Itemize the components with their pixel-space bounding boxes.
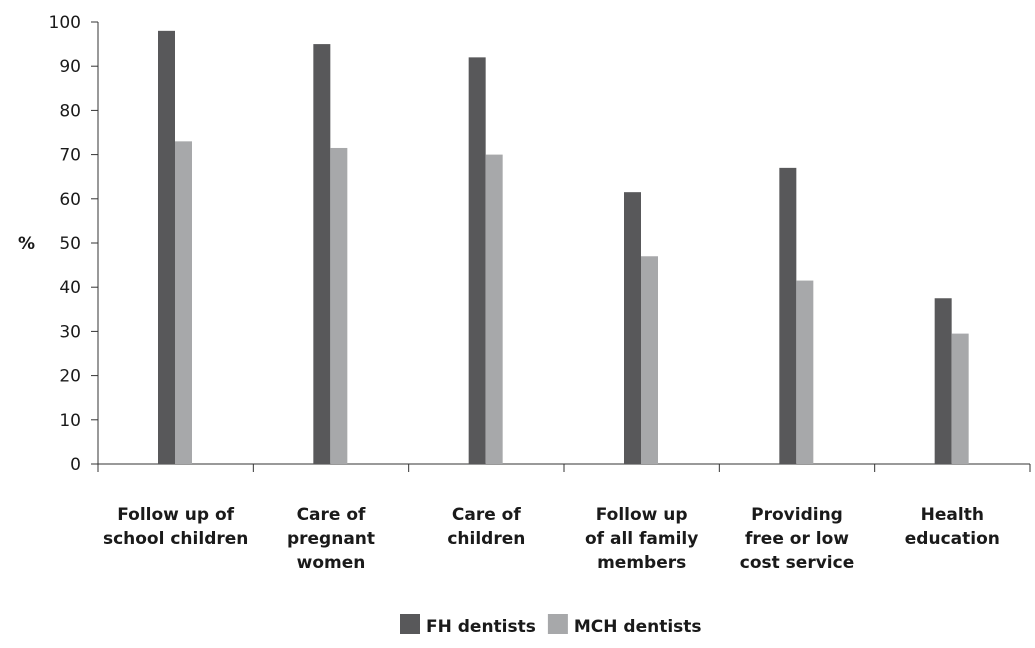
category-label: children <box>447 529 525 549</box>
category-label: free or low <box>745 529 849 549</box>
category-label: women <box>297 553 366 573</box>
bar-mch-dentists <box>951 333 969 464</box>
category-label: pregnant <box>287 529 375 549</box>
category-label: Care of <box>297 505 366 525</box>
y-tick-label: 80 <box>59 101 81 121</box>
category-label: cost service <box>740 553 854 573</box>
y-tick-label: 100 <box>49 13 81 33</box>
legend-label: FH dentists <box>426 617 536 637</box>
category-label: of all family <box>585 529 698 549</box>
bar-mch-dentists <box>330 147 348 464</box>
y-tick-label: 40 <box>59 278 81 298</box>
bar-fh-dentists <box>624 192 641 465</box>
bar-fh-dentists <box>779 167 797 465</box>
legend-swatch <box>400 614 420 634</box>
category-label: education <box>905 529 1000 549</box>
bar-fh-dentists <box>158 30 175 465</box>
bar-mch-dentists <box>796 280 814 464</box>
y-tick-label: 50 <box>59 234 81 254</box>
category-label: Follow up of <box>117 505 234 525</box>
category-label: members <box>597 553 686 573</box>
legend-label: MCH dentists <box>574 617 702 637</box>
y-tick-label: 20 <box>59 367 81 387</box>
category-label: school children <box>103 529 248 549</box>
y-tick-label: 10 <box>59 411 81 431</box>
category-label: Care of <box>452 505 521 525</box>
bar-fh-dentists <box>313 44 331 464</box>
category-label: Providing <box>751 505 843 525</box>
y-tick-label: 70 <box>59 146 81 166</box>
bar-mch-dentists <box>175 141 192 464</box>
y-tick-label: 60 <box>59 190 81 210</box>
y-tick-label: 90 <box>59 57 81 77</box>
bar-mch-dentists <box>641 256 658 464</box>
bar-fh-dentists <box>934 298 952 464</box>
y-tick-label: 0 <box>70 455 81 475</box>
bar-mch-dentists <box>485 154 503 464</box>
bar-fh-dentists <box>468 57 486 465</box>
legend-swatch <box>547 614 568 634</box>
category-label: Follow up <box>596 505 688 525</box>
y-tick-label: 30 <box>59 322 81 342</box>
category-label: Health <box>921 505 984 525</box>
y-axis-title: % <box>18 234 35 254</box>
